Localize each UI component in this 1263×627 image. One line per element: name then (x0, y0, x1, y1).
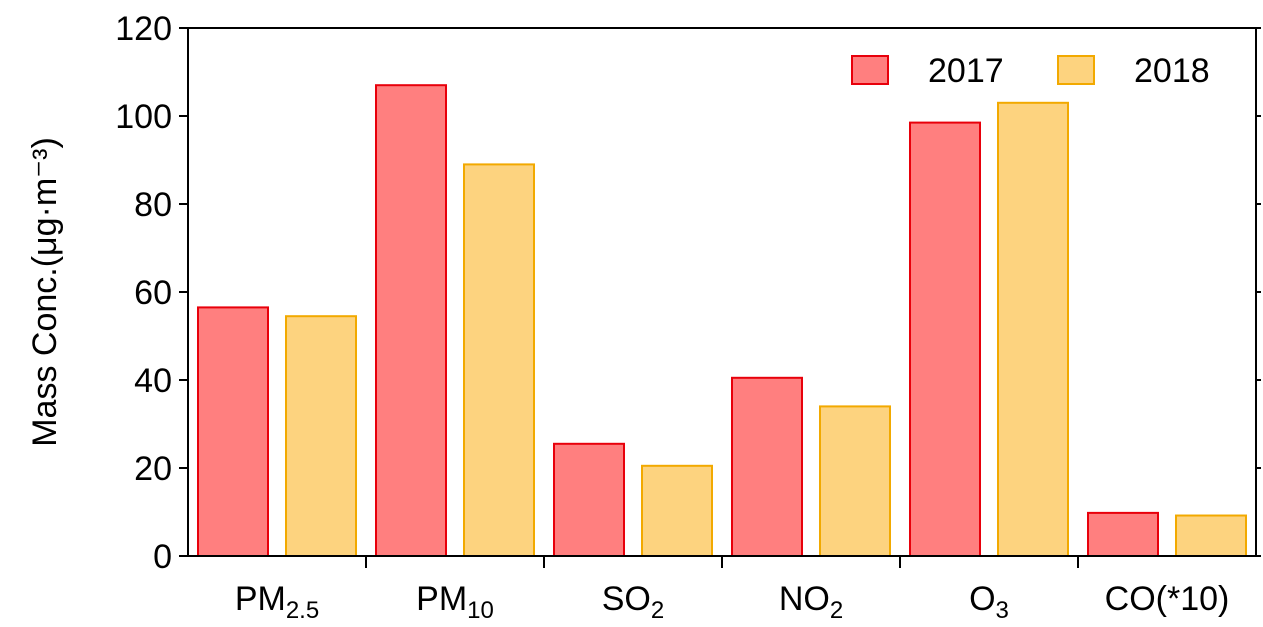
y-tick-label: 20 (134, 450, 172, 488)
y-tick-label: 40 (134, 362, 172, 400)
legend-swatch-2017 (851, 55, 889, 85)
y-axis-label: Mass Conc.(μg·m⁻³) (26, 137, 64, 447)
y-tick-label: 80 (134, 186, 172, 224)
bar-2018-2 (641, 464, 713, 557)
bar-2018-1 (463, 163, 535, 557)
bar-2018-0 (285, 315, 357, 558)
x-tick-label: O3 (969, 580, 1009, 622)
x-tick-label: NO2 (779, 580, 843, 622)
x-tick-label: PM2.5 (235, 580, 319, 622)
bar-2018-5 (1175, 514, 1247, 558)
x-tick-label: CO(*10) (1105, 580, 1230, 618)
bar-2018-4 (997, 101, 1069, 558)
axis-ticks: 0 20 40 60 80 100 120 PM2.5 PM10 SO2 NO2 O3 CO(*10) (115, 10, 1261, 624)
bar-2018-3 (819, 405, 891, 557)
x-tick-label: SO2 (602, 580, 664, 622)
legend-label-2017: 2017 (928, 52, 1004, 90)
x-tick-label: PM10 (416, 580, 494, 622)
legend-label-2018: 2018 (1134, 52, 1210, 90)
y-tick-label: 120 (115, 10, 172, 48)
bar-2017-3 (731, 376, 803, 557)
bar-2017-5 (1087, 511, 1159, 558)
bar-2017-1 (375, 84, 447, 557)
legend: 2017 2018 (851, 52, 1210, 90)
y-tick-label: 100 (115, 98, 172, 136)
bar-2017-4 (909, 121, 981, 557)
y-tick-label: 60 (134, 274, 172, 312)
bars (197, 84, 1247, 558)
legend-swatch-2018 (1057, 55, 1095, 85)
bar-2017-0 (197, 306, 269, 557)
bar-2017-2 (553, 442, 625, 557)
y-tick-label: 0 (153, 538, 172, 576)
